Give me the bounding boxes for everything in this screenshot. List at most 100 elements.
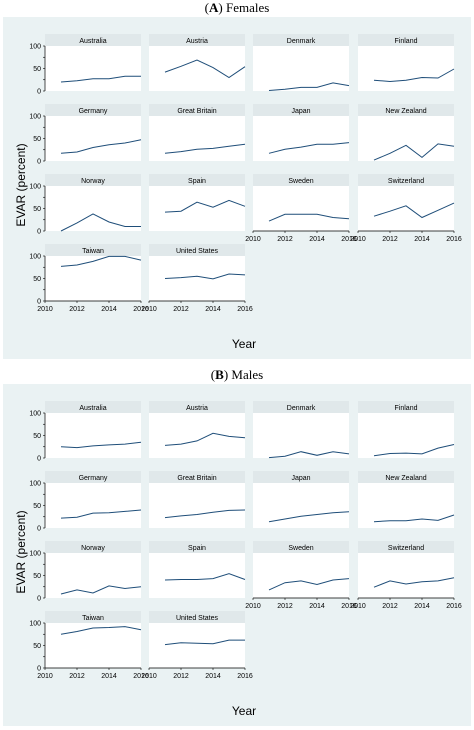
panel-a-sweden-series-line — [268, 213, 350, 222]
panel-a-denmark-cell: Denmark — [253, 34, 350, 91]
panel-b-sweden-x-tick-label-2016: 2016 — [341, 603, 357, 610]
panel-a-taiwan-y-tick-label-100: 100 — [29, 254, 41, 261]
panel-a-y-axis-title: EVAR (percent) — [14, 143, 28, 226]
panel-b-y-axis-title: EVAR (percent) — [14, 510, 28, 593]
panel-b-australia-y-tick-label-50: 50 — [33, 433, 41, 440]
panel-a-united-states-cell: United States 2010 2012 2014 2016 — [141, 244, 253, 313]
panel-b-new-zealand-strip — [358, 471, 454, 483]
panel-b-denmark-series-line — [268, 451, 350, 459]
panel-a-austria-strip-label: Austria — [186, 38, 208, 45]
panel-a-sweden-x-tick-label-2016: 2016 — [341, 236, 357, 243]
panel-a-austria-cell: Austria — [149, 34, 246, 91]
panel-b-norway-series-line — [60, 585, 142, 595]
panel-a-taiwan-x-tick-label-2014: 2014 — [101, 306, 117, 313]
panel-a-germany-y-tick-label-0: 0 — [37, 159, 41, 166]
panel-a-norway-y-tick-label-0: 0 — [37, 229, 41, 236]
panel-b-taiwan-cell: Taiwan 0 50 100 2010 2012 2014 2016 — [29, 611, 149, 680]
panel-a-new-zealand-strip — [358, 104, 454, 116]
panel-a-title: (A) Females — [204, 0, 270, 15]
panel-a-australia-strip-label: Australia — [79, 38, 106, 45]
panel-a-spain-series-line — [164, 199, 246, 213]
panel-b-taiwan-x-tick-label-2016: 2016 — [133, 673, 149, 680]
panel-b-norway-strip — [45, 541, 141, 553]
panel-a-norway-series-line — [60, 213, 141, 232]
panel-a-japan-strip-label: Japan — [291, 108, 310, 115]
panel-b-japan-strip — [253, 471, 349, 483]
panel-b-united-states-x-tick-label-2012: 2012 — [173, 673, 189, 680]
panel-b-sweden-strip — [253, 541, 349, 553]
panel-b-denmark-strip — [253, 401, 349, 413]
panel-a-austria-plot-area — [149, 46, 245, 91]
panel-b-germany-y-tick-label-100: 100 — [29, 481, 41, 488]
panel-a-new-zealand-plot-area — [358, 116, 454, 161]
panel-a-denmark-plot-area — [253, 46, 349, 91]
panel-a-x-axis-title: Year — [232, 337, 256, 351]
panel-b-norway-y-tick-label-100: 100 — [29, 551, 41, 558]
panel-b-australia-plot-area — [45, 413, 141, 458]
panel-b-austria-strip — [149, 401, 245, 413]
panel-b-taiwan-x-tick-label-2012: 2012 — [69, 673, 85, 680]
panel-b-austria-series-line — [164, 432, 246, 446]
panel-a-denmark-series-line — [268, 82, 350, 91]
panel-a-united-states-series-line — [164, 273, 246, 280]
panel-b-sweden-series-line — [268, 578, 350, 591]
panel-a-australia-y-tick-label-50: 50 — [33, 66, 41, 73]
panel-a-sweden-strip — [253, 174, 349, 186]
panel-a-austria-series-line — [164, 59, 246, 79]
panel-b-group: Australia 0 50 100 Austria Denmark Finland Germ… — [3, 384, 471, 726]
panel-b-taiwan-series-line — [60, 626, 142, 635]
panel-a-denmark-strip-label: Denmark — [287, 38, 316, 45]
panel-b-australia-series-line — [60, 441, 142, 449]
panel-b-taiwan-strip-label: Taiwan — [82, 615, 104, 622]
panel-a-united-states-x-tick-label-2016: 2016 — [237, 306, 253, 313]
panel-a-taiwan-x-tick-label-2012: 2012 — [69, 306, 85, 313]
panel-a-great-britain-strip-label: Great Britain — [177, 108, 216, 115]
panel-a-japan-series-line — [268, 142, 350, 154]
panel-a-spain-strip — [149, 174, 245, 186]
panel-a-norway-strip-label: Norway — [81, 178, 105, 185]
panel-b-taiwan-x-tick-label-2010: 2010 — [37, 673, 53, 680]
panel-b-united-states-cell: United States 2010 2012 2014 2016 — [141, 611, 253, 680]
panel-b-japan-strip-label: Japan — [291, 475, 310, 482]
panel-b-finland-cell: Finland — [358, 401, 455, 458]
panel-b-denmark-strip-label: Denmark — [287, 405, 316, 412]
panel-a-australia-cell: Australia 0 50 100 — [29, 34, 141, 96]
panel-a-taiwan-x-tick-label-2010: 2010 — [37, 306, 53, 313]
panel-b-switzerland-cell: Switzerland 2010 2012 2014 2016 — [350, 541, 462, 610]
panel-b-austria-cell: Austria — [149, 401, 246, 458]
panel-b-australia-cell: Australia 0 50 100 — [29, 401, 142, 463]
panel-b-taiwan-strip — [45, 611, 141, 623]
panel-b-united-states-x-tick-label-2016: 2016 — [237, 673, 253, 680]
panel-a-taiwan-strip-label: Taiwan — [82, 248, 104, 255]
panel-a-australia-y-tick-label-100: 100 — [29, 44, 41, 51]
panel-b-norway-y-tick-label-0: 0 — [37, 596, 41, 603]
panel-b-new-zealand-cell: New Zealand — [358, 471, 455, 528]
panel-b-united-states-strip — [149, 611, 245, 623]
panel-b-spain-series-line — [164, 573, 246, 581]
panel-a-taiwan-cell: Taiwan 0 50 100 2010 2012 2014 2016 — [29, 244, 149, 313]
panel-a-germany-y-tick-label-100: 100 — [29, 114, 41, 121]
panel-a-sweden-x-tick-label-2014: 2014 — [309, 236, 325, 243]
panel-b-austria-strip-label: Austria — [186, 405, 208, 412]
panel-a-finland-series-line — [373, 68, 455, 83]
panel-a-taiwan-series-line — [60, 255, 142, 267]
panel-a-germany-plot-area — [45, 116, 141, 161]
panel-b-denmark-cell: Denmark — [253, 401, 350, 459]
panel-a-finland-cell: Finland — [358, 34, 455, 91]
panel-b-switzerland-x-tick-label-2012: 2012 — [382, 603, 398, 610]
panel-a-taiwan-strip — [45, 244, 141, 256]
panel-b-taiwan-y-tick-label-50: 50 — [33, 643, 41, 650]
panel-b-label: B — [215, 367, 224, 382]
panel-a-germany-strip — [45, 104, 141, 116]
panel-b-spain-strip — [149, 541, 245, 553]
panel-b-norway-plot-area — [45, 553, 141, 598]
panel-b-sweden-x-tick-label-2010: 2010 — [245, 603, 261, 610]
panel-b-japan-cell: Japan — [253, 471, 350, 528]
panel-a-label: A — [209, 0, 219, 15]
panel-a-germany-y-tick-label-50: 50 — [33, 136, 41, 143]
panel-b-austria-plot-area — [149, 413, 245, 458]
panel-a-great-britain-series-line — [164, 143, 246, 154]
panel-b-great-britain-strip-label: Great Britain — [177, 475, 216, 482]
panel-a-spain-cell: Spain — [149, 174, 246, 231]
